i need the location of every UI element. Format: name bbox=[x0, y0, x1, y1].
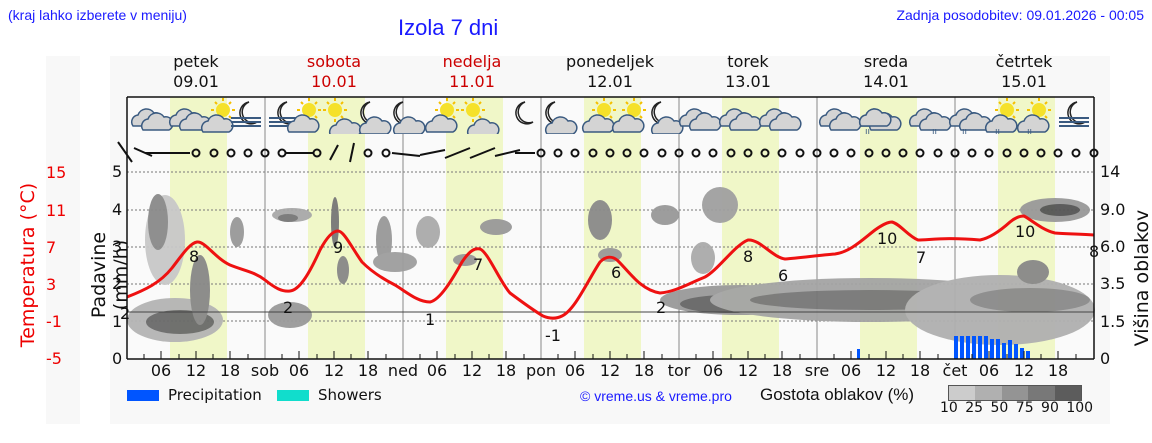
partly-sunny-icon bbox=[200, 98, 236, 133]
temp-tick: -1 bbox=[46, 312, 62, 331]
svg-text:ıı: ıı bbox=[865, 127, 870, 134]
cloud-tick: 1.5 bbox=[1100, 312, 1126, 331]
svg-text:10: 10 bbox=[877, 229, 897, 248]
cloud-density bbox=[127, 187, 1095, 345]
svg-text:ıı: ıı bbox=[1027, 127, 1032, 134]
cloudy-drizzle-icon: ıı bbox=[948, 108, 992, 134]
page-title: Izola 7 dni bbox=[398, 15, 499, 40]
moon-cloud-icon bbox=[358, 101, 392, 134]
svg-text:-1: -1 bbox=[545, 326, 561, 345]
svg-text:9: 9 bbox=[333, 238, 343, 257]
temp-axis-panel bbox=[46, 56, 80, 424]
moon-fog-icon bbox=[1058, 101, 1090, 127]
last-update: Zadnja posodobitev: 09.01.2026 - 00:05 bbox=[896, 7, 1144, 23]
cloudy-drizzle-icon: ıı bbox=[858, 108, 892, 134]
temp-tick: 11 bbox=[46, 201, 67, 220]
partly-sunny-drizzle-icon: ıı bbox=[1016, 98, 1052, 134]
svg-text:1: 1 bbox=[425, 310, 435, 329]
partly-sunny-icon bbox=[286, 98, 322, 133]
cloudy-icon bbox=[758, 108, 802, 131]
cloudy-icon bbox=[818, 108, 862, 131]
weather-icons-row: ıı ıı ıı ıı ıı bbox=[127, 98, 1094, 134]
sun-cloud-icon bbox=[460, 98, 500, 134]
sun-cloud-icon bbox=[322, 98, 362, 134]
svg-text:7: 7 bbox=[473, 255, 483, 274]
day-header: nedelja 11.01 bbox=[442, 52, 502, 91]
svg-text:7: 7 bbox=[916, 248, 926, 267]
day-header: sreda 14.01 bbox=[863, 52, 909, 91]
temp-tick: 7 bbox=[46, 238, 57, 257]
wind-row bbox=[117, 141, 1099, 163]
moon-icon bbox=[515, 101, 534, 125]
partly-sunny-drizzle-icon: ıı bbox=[984, 98, 1020, 134]
precip-tick: 0 bbox=[112, 349, 123, 368]
moon-cloud-icon bbox=[392, 101, 426, 134]
legend-precipitation: Precipitation bbox=[127, 386, 262, 404]
cloudy-icon bbox=[678, 108, 722, 131]
moon-fog-icon bbox=[230, 101, 262, 127]
svg-text:10: 10 bbox=[1015, 222, 1035, 241]
precip-tick: 5 bbox=[112, 162, 123, 181]
precipitation-swatch bbox=[127, 389, 159, 401]
cloud-tick: 9.0 bbox=[1100, 200, 1126, 219]
precipitation-bars bbox=[857, 336, 1030, 359]
weather-icons: ıı ıı ıı ıı ıı bbox=[130, 98, 1090, 134]
svg-text:ıı: ıı bbox=[995, 127, 1000, 134]
temp-tick: 3 bbox=[46, 275, 57, 294]
cloud-tick: 6.0 bbox=[1100, 237, 1126, 256]
svg-text:8: 8 bbox=[1089, 242, 1099, 261]
svg-text:2: 2 bbox=[120, 304, 130, 323]
temp-tick: 15 bbox=[46, 163, 67, 182]
moon-cloud-icon bbox=[650, 101, 684, 134]
cloud-tick: 14 bbox=[1100, 162, 1121, 181]
cloudy-drizzle-icon: ıı bbox=[908, 108, 952, 134]
svg-text:6: 6 bbox=[611, 263, 621, 282]
svg-text:8: 8 bbox=[743, 247, 753, 266]
temp-tick: -5 bbox=[46, 349, 62, 368]
temp-point-labels: 2 8 2 9 1 7 -1 6 2 8 6 10 7 10 8 bbox=[120, 222, 1099, 345]
svg-text:6: 6 bbox=[778, 266, 788, 285]
svg-text:8: 8 bbox=[189, 247, 199, 266]
precip-tick: 3 bbox=[112, 237, 123, 256]
partly-sunny-icon bbox=[611, 98, 647, 133]
temperature-line bbox=[126, 214, 1095, 320]
cloud-tick: 0 bbox=[1100, 349, 1111, 368]
svg-text:ıı: ıı bbox=[932, 127, 937, 134]
cloud-coverage-title: Gostota oblakov (%) bbox=[760, 385, 915, 404]
x-ticks bbox=[143, 351, 1077, 359]
cloudy-icon bbox=[130, 108, 174, 131]
precip-tick: 2 bbox=[112, 274, 123, 293]
cloud-coverage-scale bbox=[948, 385, 1082, 401]
svg-text:ıı: ıı bbox=[962, 127, 967, 134]
day-header: torek 13.01 bbox=[725, 52, 771, 91]
svg-text:2: 2 bbox=[283, 298, 293, 317]
day-header: petek 09.01 bbox=[173, 52, 219, 91]
day-header: ponedeljek 12.01 bbox=[566, 52, 654, 91]
day-header: sobota 10.01 bbox=[306, 52, 362, 91]
partly-sunny-icon bbox=[581, 98, 617, 133]
legend-showers: Showers bbox=[277, 386, 382, 404]
cloudy-icon bbox=[718, 108, 762, 131]
cloud-tick: 3.5 bbox=[1100, 274, 1126, 293]
showers-swatch bbox=[277, 389, 309, 401]
credit-link[interactable]: © vreme.us & vreme.pro bbox=[580, 388, 732, 404]
cloud-coverage-ticks: 10 25 50 75 90 100 bbox=[940, 400, 1094, 416]
precip-tick: 4 bbox=[112, 200, 123, 219]
moon-cloud-icon bbox=[544, 101, 578, 134]
svg-text:2: 2 bbox=[656, 298, 666, 317]
region-hint[interactable]: (kraj lahko izberete v meniju) bbox=[8, 7, 187, 23]
precip-tick: 1 bbox=[112, 312, 123, 331]
day-header: četrtek 15.01 bbox=[995, 52, 1053, 91]
partly-sunny-icon bbox=[424, 98, 460, 133]
